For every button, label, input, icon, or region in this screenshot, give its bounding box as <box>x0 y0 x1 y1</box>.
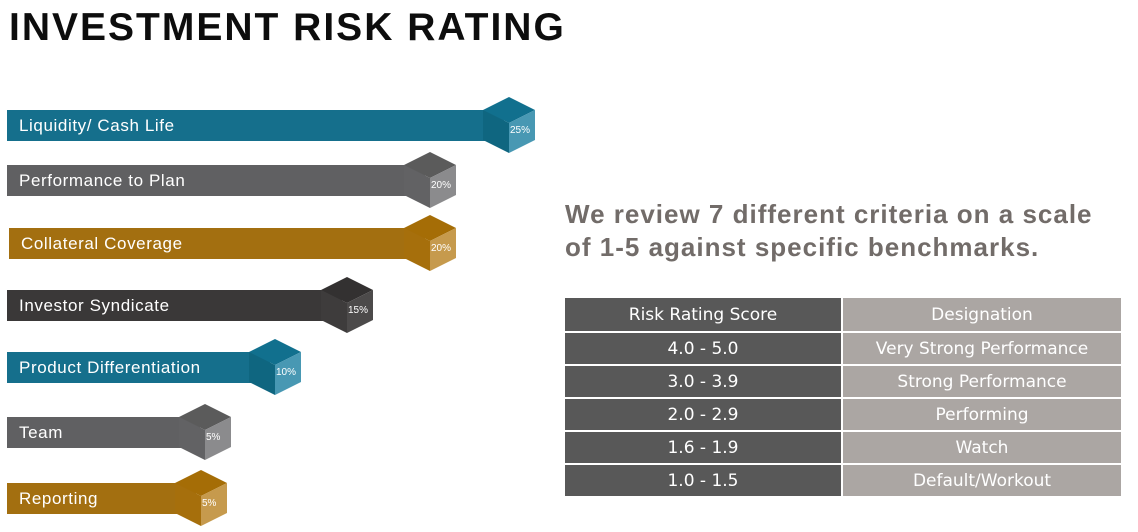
criterion-weight: 5% <box>206 432 221 443</box>
criterion-weight: 20% <box>431 180 452 191</box>
criterion-weight: 15% <box>348 305 369 316</box>
cube-icon <box>483 97 535 153</box>
criterion-weight: 20% <box>431 243 452 254</box>
designation-cell: Strong Performance <box>842 365 1121 399</box>
criterion-bar: Investor Syndicate <box>7 290 342 321</box>
score-cell: 1.0 - 1.5 <box>565 464 843 498</box>
page-title: INVESTMENT RISK RATING <box>9 6 566 49</box>
table-row: 2.0 - 2.9 Performing <box>565 398 1121 432</box>
score-cell: 1.6 - 1.9 <box>565 431 843 465</box>
header-risk-rating-score: Risk Rating Score <box>565 298 843 333</box>
criterion-label: Reporting <box>19 489 99 508</box>
criterion-bar: Team <box>7 417 200 448</box>
criterion-bar: Collateral Coverage <box>9 228 425 259</box>
criterion-bar: Reporting <box>7 483 196 514</box>
table-row: 3.0 - 3.9 Strong Performance <box>565 365 1121 399</box>
criterion-label: Performance to Plan <box>19 171 186 190</box>
criterion-bar: Performance to Plan <box>7 165 425 196</box>
cube-icon <box>321 277 373 333</box>
cube-icon <box>404 215 456 271</box>
criterion-label: Liquidity/ Cash Life <box>19 116 175 135</box>
cube-icon <box>249 339 301 395</box>
criterion-label: Collateral Coverage <box>21 234 183 253</box>
designation-cell: Performing <box>842 398 1121 432</box>
criteria-list: Liquidity/ Cash Life 25% Performance to … <box>0 0 560 532</box>
table-row: 4.0 - 5.0 Very Strong Performance <box>565 332 1121 366</box>
designation-cell: Very Strong Performance <box>842 332 1121 366</box>
cube-icon <box>179 404 231 460</box>
criterion-bar: Product Differentiation <box>7 352 270 383</box>
criterion-label: Investor Syndicate <box>19 296 170 315</box>
summary-line: of 1-5 against specific benchmarks. <box>565 232 1040 262</box>
score-cell: 3.0 - 3.9 <box>565 365 843 399</box>
criterion-weight: 10% <box>276 367 297 378</box>
cube-icon <box>175 470 227 526</box>
summary-text: We review 7 different criteria on a scal… <box>565 198 1135 264</box>
score-cell: 2.0 - 2.9 <box>565 398 843 432</box>
score-cell: 4.0 - 5.0 <box>565 332 843 366</box>
summary-line: We review 7 different criteria on a scal… <box>565 199 1093 229</box>
designation-cell: Default/Workout <box>842 464 1121 498</box>
designation-cell: Watch <box>842 431 1121 465</box>
risk-rating-table: Risk Rating Score Designation 4.0 - 5.0 … <box>565 298 1121 498</box>
criterion-label: Product Differentiation <box>19 358 201 377</box>
criterion-label: Team <box>19 423 63 442</box>
criterion-weight: 5% <box>202 498 217 509</box>
table-row: 1.0 - 1.5 Default/Workout <box>565 464 1121 498</box>
criterion-bar: Liquidity/ Cash Life <box>7 110 504 141</box>
header-designation: Designation <box>842 298 1121 333</box>
table-header-row: Risk Rating Score Designation <box>565 298 1121 333</box>
criterion-weight: 25% <box>510 125 531 136</box>
cube-icon <box>404 152 456 208</box>
table-row: 1.6 - 1.9 Watch <box>565 431 1121 465</box>
